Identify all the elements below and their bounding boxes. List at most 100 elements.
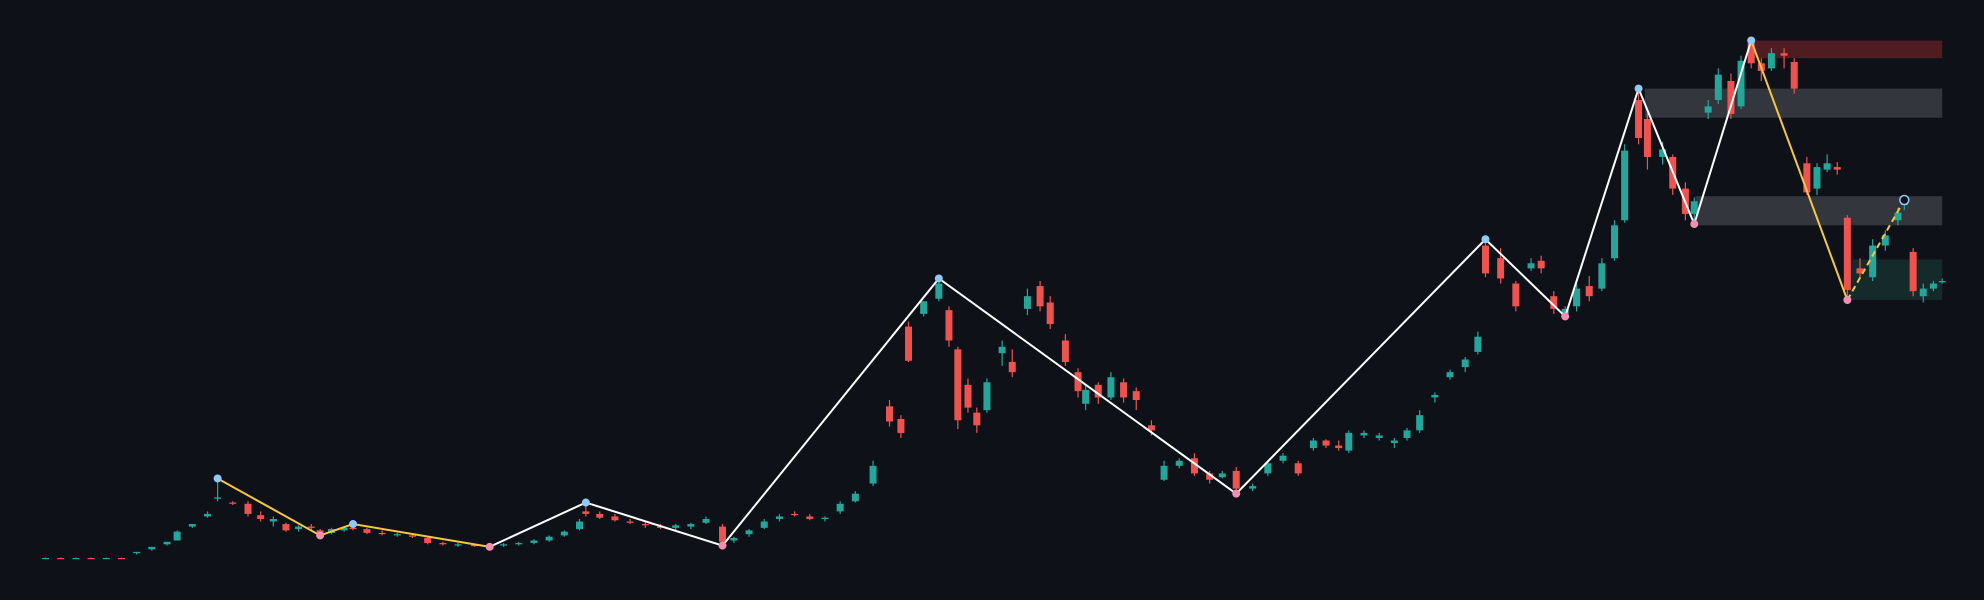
- candle-body: [1611, 225, 1619, 259]
- candle-body: [656, 526, 664, 528]
- candle-body: [672, 525, 680, 528]
- candle-body: [1909, 251, 1917, 292]
- candle-body: [718, 526, 726, 542]
- candle-body: [1790, 62, 1798, 89]
- candle-body: [1537, 260, 1545, 269]
- price-zone: [1644, 88, 1943, 118]
- candle-body: [72, 557, 80, 560]
- candle-body: [611, 516, 619, 521]
- candle-body: [1690, 201, 1698, 214]
- candle-body: [836, 503, 844, 512]
- candle-body: [229, 502, 237, 504]
- price-zone: [1847, 259, 1943, 300]
- candle-body: [1375, 435, 1383, 438]
- candle-body: [935, 283, 943, 299]
- candle-body: [1512, 283, 1520, 307]
- candle-body: [470, 544, 478, 547]
- candle-body: [1360, 432, 1368, 436]
- pivot-low: [1561, 312, 1570, 321]
- candle-body: [133, 551, 141, 554]
- candle-body: [1643, 118, 1651, 157]
- candle-body: [1335, 445, 1343, 449]
- candle-body: [904, 326, 912, 361]
- candle-body: [173, 531, 181, 541]
- candle-body: [439, 543, 447, 545]
- candle-body: [954, 349, 962, 421]
- pivot-high: [349, 520, 358, 529]
- candle-body: [626, 521, 634, 523]
- candle-body: [869, 465, 877, 484]
- candle-body: [1094, 384, 1102, 398]
- candle-body: [560, 531, 568, 536]
- candle-body: [1894, 212, 1902, 221]
- candle-body: [1474, 336, 1482, 352]
- candle-body: [307, 526, 315, 528]
- candle-body: [760, 521, 768, 528]
- pivot-high: [1634, 84, 1643, 93]
- candle-body: [1403, 430, 1411, 438]
- candle-body: [1938, 281, 1946, 283]
- candle-body: [745, 530, 753, 535]
- candle-body: [378, 532, 386, 535]
- candle-body: [1747, 43, 1755, 64]
- candle-body: [1704, 106, 1712, 113]
- candle-body: [545, 536, 553, 541]
- candle-body: [1585, 286, 1593, 297]
- candle-body: [57, 557, 65, 560]
- candle-body: [269, 518, 277, 522]
- candle-body: [1175, 460, 1183, 466]
- pivot-high: [1747, 36, 1756, 45]
- candle-body: [530, 540, 538, 544]
- candle-body: [973, 412, 981, 426]
- candle-body: [282, 524, 290, 531]
- candle-body: [1635, 100, 1643, 138]
- candle-body: [1714, 74, 1722, 100]
- candle-body: [1416, 415, 1424, 431]
- candle-body: [393, 534, 401, 536]
- candle-body: [897, 418, 905, 433]
- candle-body: [1497, 258, 1505, 279]
- candle-body: [1322, 440, 1330, 446]
- pivot-high: [1481, 235, 1490, 244]
- pending-pivot: [1899, 194, 1910, 206]
- pivot-high: [213, 474, 222, 483]
- candle-body: [500, 544, 508, 546]
- candle-body: [1659, 149, 1667, 157]
- candle-body: [1023, 296, 1031, 309]
- candle-body: [1561, 308, 1569, 314]
- candle-body: [1074, 372, 1082, 392]
- candle-body: [1132, 391, 1140, 400]
- candle-body: [998, 346, 1006, 354]
- candle-body: [1869, 245, 1877, 278]
- candle-body: [1120, 382, 1128, 398]
- candle-body: [1160, 465, 1168, 480]
- candle-body: [1218, 473, 1226, 478]
- price-zone: [1752, 40, 1943, 59]
- candle-body: [1461, 359, 1469, 368]
- candle-body: [821, 517, 829, 519]
- candle-body: [1008, 362, 1016, 373]
- candle-body: [1082, 389, 1090, 404]
- candle-body: [1598, 263, 1606, 289]
- candle-body: [582, 511, 590, 514]
- candle-body: [188, 524, 196, 527]
- candle-body: [244, 503, 252, 514]
- candle-body: [1929, 283, 1937, 289]
- candle-body: [1813, 167, 1821, 189]
- candle-body: [42, 557, 50, 560]
- candle-body: [1232, 470, 1240, 489]
- candle-body: [851, 493, 859, 502]
- candle-body: [806, 516, 814, 519]
- candle-body: [1621, 150, 1629, 221]
- candle-body: [641, 524, 649, 526]
- candle-body: [1856, 268, 1864, 274]
- zigzag-line: [1750, 40, 1849, 301]
- candle-body: [1390, 440, 1398, 444]
- pivot-high: [581, 498, 590, 507]
- candle-body: [886, 406, 894, 422]
- candle-body: [730, 537, 738, 541]
- candle-body: [148, 546, 156, 550]
- candle-body: [340, 527, 348, 531]
